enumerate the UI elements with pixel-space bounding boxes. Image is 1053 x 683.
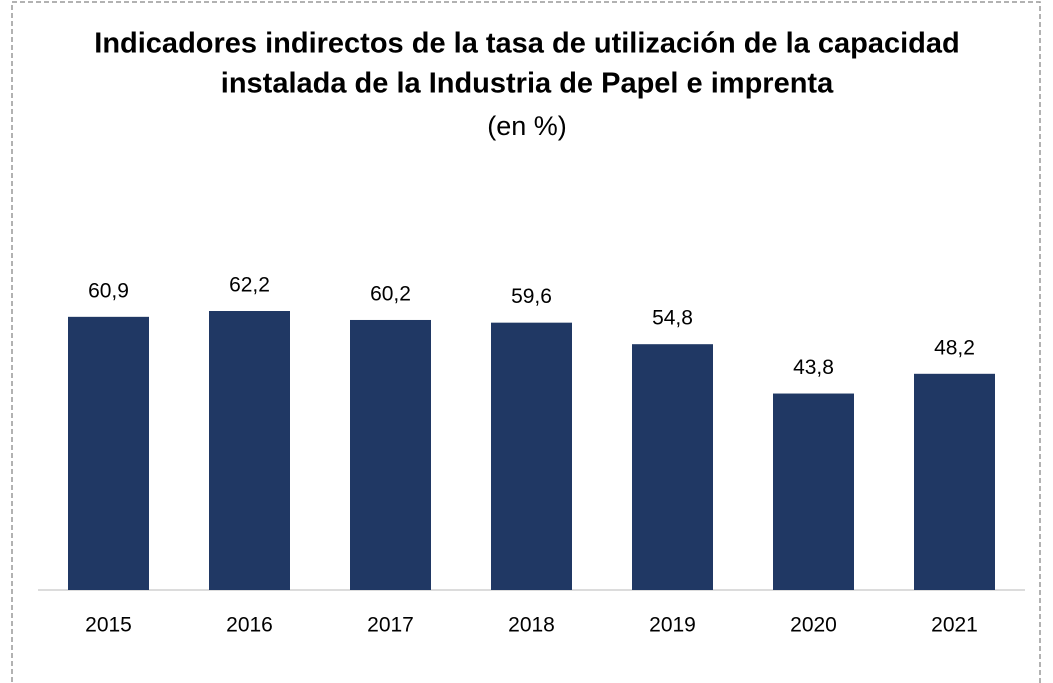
bar <box>914 373 995 590</box>
bar <box>209 311 290 590</box>
data-label: 60,2 <box>370 283 411 306</box>
x-tick-label: 2019 <box>649 614 696 637</box>
bar <box>491 322 572 590</box>
x-tick-label: 2020 <box>790 614 837 637</box>
data-label: 60,9 <box>88 279 129 302</box>
x-tick-label: 2021 <box>931 614 978 637</box>
chart-subtitle: (en %) <box>487 111 567 141</box>
chart-title: instalada de la Industria de Papel e imp… <box>221 68 834 100</box>
x-tick-label: 2017 <box>367 614 414 637</box>
frame <box>11 1 1041 683</box>
x-tick-label: 2015 <box>85 614 132 637</box>
bar <box>632 344 713 590</box>
data-label: 54,8 <box>652 307 693 330</box>
data-label: 59,6 <box>511 285 552 308</box>
data-label: 62,2 <box>229 274 270 297</box>
data-label: 48,2 <box>934 336 975 359</box>
x-tick-label: 2016 <box>226 614 273 637</box>
bar <box>68 316 149 590</box>
x-tick-label: 2018 <box>508 614 555 637</box>
bar <box>350 319 431 590</box>
data-label: 43,8 <box>793 356 834 379</box>
bar <box>773 393 854 590</box>
chart-title: Indicadores indirectos de la tasa de uti… <box>94 28 959 60</box>
